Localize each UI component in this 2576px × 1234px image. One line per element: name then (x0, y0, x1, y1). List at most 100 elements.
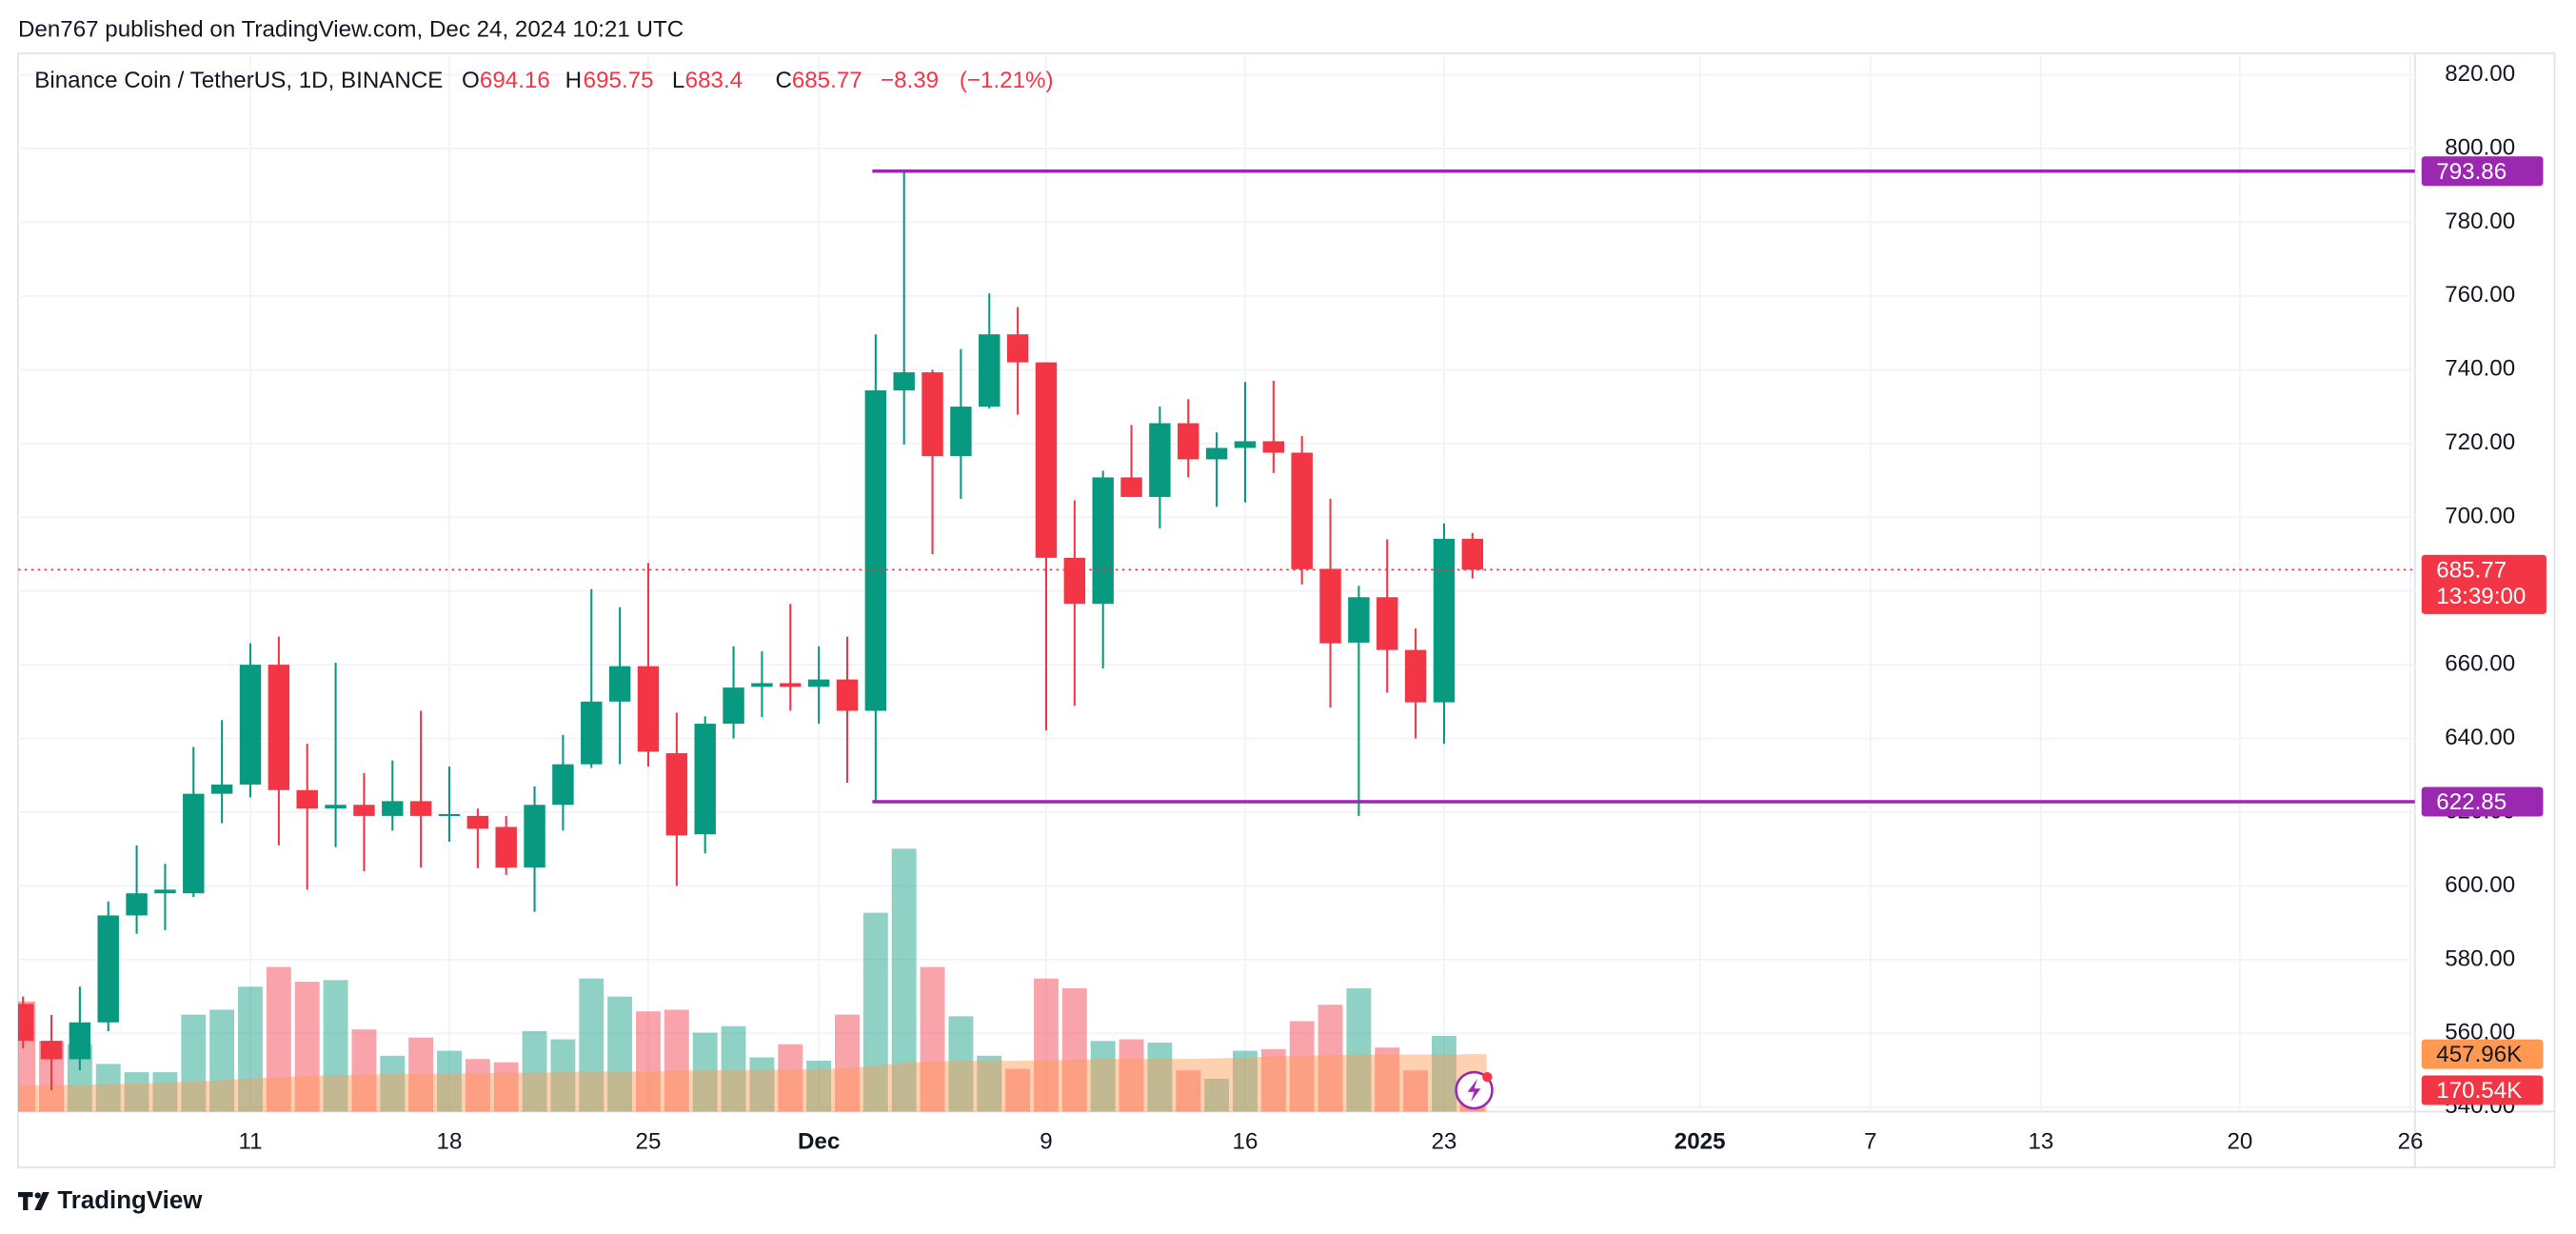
x-tick-label: 25 (636, 1129, 662, 1155)
candle-body (466, 815, 489, 829)
candle-body (1149, 423, 1171, 497)
volume-bar (977, 1055, 1002, 1112)
volume-ma-label: 457.96K (2436, 1042, 2522, 1067)
volume-bar (493, 1062, 519, 1112)
candle-body (1178, 423, 1199, 460)
candle-body (1035, 362, 1058, 558)
y-tick-label: 580.00 (2445, 945, 2515, 971)
volume-bar (579, 978, 604, 1112)
volume-bar (323, 980, 348, 1112)
candle-body (1120, 477, 1142, 497)
candle-body (950, 407, 972, 456)
y-tick-label: 820.00 (2445, 61, 2515, 87)
y-tick-label: 760.00 (2445, 282, 2515, 308)
candle-body (1319, 568, 1341, 644)
volume-bar (1375, 1047, 1400, 1112)
candle-body (183, 793, 205, 894)
volume-bar (664, 1009, 689, 1112)
volume-bar (209, 1009, 235, 1112)
frame (17, 52, 2556, 1168)
legend-label: C (776, 68, 792, 93)
candle-body (17, 1004, 34, 1042)
volume-bar (778, 1044, 803, 1112)
logo (17, 1192, 50, 1211)
legend-change: −8.39 (881, 68, 939, 93)
volume-bar (152, 1072, 178, 1112)
level-label: 793.86 (2436, 159, 2507, 185)
y-tick-label: 660.00 (2445, 650, 2515, 676)
volume-ma-area (17, 1054, 1487, 1112)
volume-bar (1005, 1068, 1031, 1112)
candle-body (126, 893, 148, 916)
candle-body (864, 390, 887, 711)
volume-bar (721, 1025, 746, 1112)
candle-body (893, 372, 915, 391)
candle-body (1006, 334, 1029, 363)
legend-label: H (565, 68, 582, 93)
x-tick-label: 2025 (1674, 1129, 1726, 1155)
volume-bar (465, 1059, 490, 1112)
volume-bar (124, 1072, 149, 1112)
x-tick-label: 16 (1233, 1129, 1258, 1155)
candle-body (1234, 441, 1257, 448)
candle-body (154, 889, 176, 894)
volume-bar (1260, 1048, 1286, 1112)
candle-body (239, 665, 262, 785)
y-tick-label: 800.00 (2445, 134, 2515, 160)
candle-body (665, 753, 688, 836)
volume-bar (607, 996, 633, 1112)
x-tick-label: 20 (2227, 1129, 2252, 1155)
volume-bar (1403, 1070, 1429, 1112)
level-label-box (2421, 156, 2544, 187)
candle-body (210, 784, 233, 794)
legend-value: 685.77 (792, 68, 862, 93)
volume-bar (437, 1050, 462, 1112)
candle-body (409, 801, 432, 816)
volume-bar (1147, 1042, 1173, 1112)
header: Den767 published on TradingView.com, Dec… (18, 16, 684, 42)
plot-area (17, 169, 2415, 1112)
candle-body (1092, 477, 1114, 605)
volume-ma-box (2421, 1039, 2544, 1069)
y-tick-label: 740.00 (2445, 356, 2515, 382)
x-tick-label: 23 (1432, 1129, 1457, 1155)
candle-body (1433, 538, 1456, 703)
candle-body (97, 915, 119, 1023)
x-tick-label: 18 (437, 1129, 463, 1155)
volume-bar (95, 1064, 121, 1112)
volume-bar (1090, 1041, 1116, 1112)
candle-body (694, 724, 716, 835)
legend-change-pct: (−1.21%) (960, 68, 1054, 93)
x-tick-label: 9 (1040, 1129, 1052, 1155)
volume-bar (1176, 1070, 1201, 1112)
alert-icon (1467, 1078, 1481, 1103)
candle-body (1205, 448, 1228, 460)
volume-bar (550, 1039, 576, 1112)
legend-label: O (462, 68, 480, 93)
candle-body (268, 665, 290, 790)
y-tick-label: 700.00 (2445, 504, 2515, 529)
candle-body (40, 1041, 63, 1060)
candle-body (1348, 597, 1370, 643)
legend-label: L (672, 68, 684, 93)
volume-bar (522, 1030, 547, 1112)
x-tick-label: 7 (1864, 1129, 1876, 1155)
level-label: 622.85 (2436, 789, 2507, 815)
volume-bar (1289, 1021, 1315, 1112)
candle-body (979, 334, 1001, 408)
axes: 540.00560.00580.00600.00620.00640.00660.… (238, 61, 2546, 1155)
candle-body (495, 826, 517, 868)
candle-body (751, 683, 773, 687)
legend-title: Binance Coin / TetherUS, 1D, BINANCE (34, 68, 443, 93)
volume-bar (266, 966, 291, 1112)
candle-body (1262, 441, 1285, 453)
countdown: 13:39:00 (2436, 584, 2526, 609)
volume-bar (408, 1037, 434, 1112)
legend-value: 683.4 (685, 68, 743, 93)
volume-bar (238, 986, 263, 1112)
volume-bar (1061, 987, 1087, 1112)
last-price-box (2421, 554, 2546, 614)
volume-bar (948, 1016, 974, 1112)
